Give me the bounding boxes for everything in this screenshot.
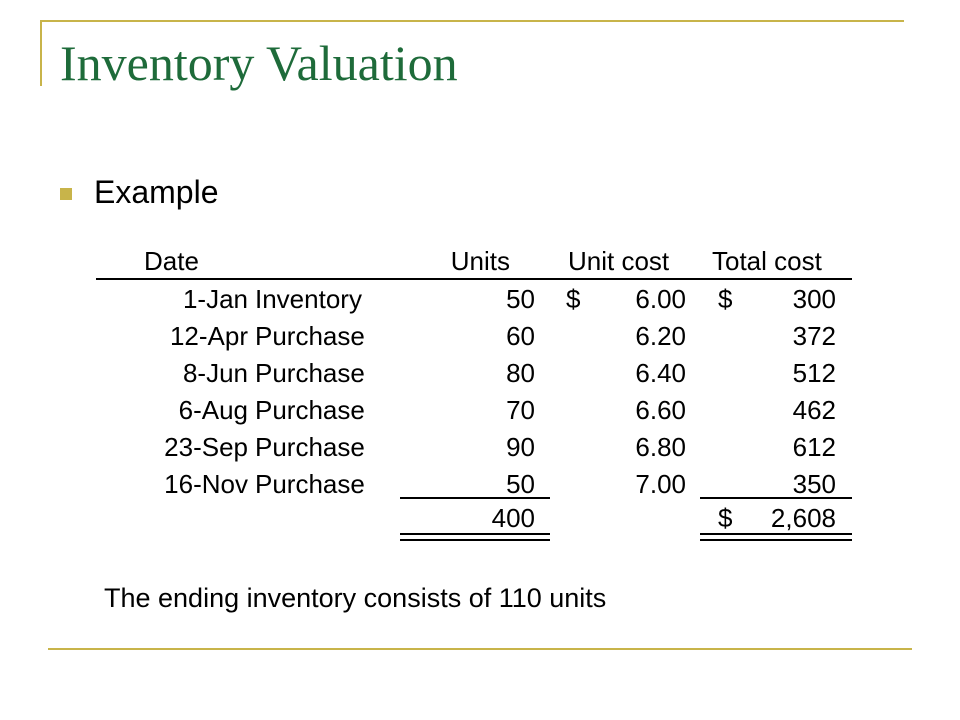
row-unit-cost: 6.80 [635, 432, 686, 462]
row-unit-cost: 6.20 [635, 321, 686, 351]
total-double-line-1 [700, 533, 852, 535]
row-description: Purchase [255, 321, 365, 351]
slide-frame-left [40, 20, 42, 86]
total-subtotal-line [700, 497, 852, 499]
header-date: Date [144, 246, 199, 276]
row-date: 6-Aug [178, 395, 248, 425]
row-date: 16-Nov [164, 469, 248, 499]
slide-title: Inventory Valuation [60, 35, 458, 91]
total-cost-currency: $ [718, 503, 733, 533]
row-total-cost: 612 [792, 432, 836, 462]
units-double-line-2 [400, 539, 550, 541]
bullet-text: Example [94, 174, 219, 210]
header-units: Units [450, 246, 510, 276]
header-total-cost: Total cost [712, 246, 822, 276]
row-date: 8-Jun [182, 358, 248, 388]
row-units: 70 [506, 395, 535, 425]
units-subtotal-line [400, 497, 550, 499]
units-double-line-1 [400, 533, 550, 535]
row-date: 1-Jan [182, 284, 248, 314]
row-units: 50 [506, 469, 535, 499]
row-units: 50 [506, 284, 535, 314]
row-description: Inventory [255, 284, 362, 314]
row-description: Purchase [255, 432, 365, 462]
total-units: 400 [491, 503, 535, 533]
row-unit-cost: 6.40 [635, 358, 686, 388]
bullet-item: Example [60, 176, 219, 208]
footer-note: The ending inventory consists of 110 uni… [104, 583, 607, 613]
row-units: 90 [506, 432, 535, 462]
header-underline [96, 278, 852, 280]
row-total-currency: $ [718, 284, 733, 314]
row-unit-cost-currency: $ [566, 284, 581, 314]
row-unit-cost: 6.00 [635, 284, 686, 314]
row-units: 60 [506, 321, 535, 351]
total-double-line-2 [700, 539, 852, 541]
row-description: Purchase [255, 358, 365, 388]
header-unit-cost: Unit cost [568, 246, 670, 276]
bullet-square-icon [60, 188, 72, 200]
row-total-cost: 350 [792, 469, 836, 499]
row-units: 80 [506, 358, 535, 388]
row-unit-cost: 6.60 [635, 395, 686, 425]
row-unit-cost: 7.00 [635, 469, 686, 499]
row-total-cost: 512 [792, 358, 836, 388]
slide-frame-bottom [48, 648, 912, 650]
row-description: Purchase [255, 469, 365, 499]
row-total-cost: 300 [792, 284, 836, 314]
row-date: 23-Sep [164, 432, 248, 462]
row-date: 12-Apr [169, 321, 248, 351]
total-cost-sum: 2,608 [770, 503, 836, 533]
row-total-cost: 372 [792, 321, 836, 351]
row-description: Purchase [255, 395, 365, 425]
slide-frame-top [40, 20, 904, 22]
row-total-cost: 462 [792, 395, 836, 425]
